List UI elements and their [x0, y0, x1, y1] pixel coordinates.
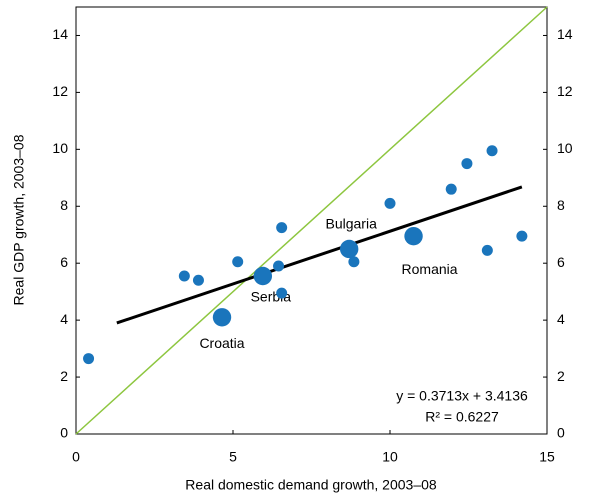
point	[481, 244, 493, 256]
y2-tick-label: 8	[557, 197, 565, 213]
y2-tick-label: 0	[557, 425, 565, 441]
point	[461, 158, 473, 170]
point	[384, 197, 396, 209]
y2-tick-label: 2	[557, 368, 565, 384]
y-tick-label: 4	[60, 311, 68, 327]
point	[348, 256, 360, 268]
point	[178, 270, 190, 282]
plot-frame	[75, 6, 548, 435]
y-tick-label: 6	[60, 254, 68, 270]
y2-tick-label: 10	[557, 140, 573, 156]
point	[404, 226, 423, 246]
point	[273, 260, 285, 272]
x-tick-label: 5	[229, 449, 237, 465]
y-tick-label: 10	[52, 140, 68, 156]
point	[276, 222, 288, 234]
y2-tick-label: 6	[557, 254, 565, 270]
point	[276, 287, 288, 299]
x-tick-label: 10	[382, 449, 398, 465]
point	[445, 183, 457, 195]
x-axis-label: Real domestic demand growth, 2003–08	[185, 477, 437, 493]
trend-equation: y = 0.3713x + 3.4136	[396, 388, 528, 404]
y-tick-label: 14	[52, 26, 68, 42]
point-label: Romania	[402, 261, 458, 277]
y2-tick-label: 12	[557, 83, 573, 99]
reference-line	[75, 6, 548, 435]
point	[486, 145, 498, 157]
trend-line	[116, 185, 523, 325]
point	[232, 256, 244, 268]
point	[253, 266, 273, 286]
point	[516, 230, 528, 242]
y-tick-label: 2	[60, 368, 68, 384]
x-tick-label: 15	[539, 449, 555, 465]
point	[339, 239, 359, 259]
x-tick-label: 0	[72, 449, 80, 465]
y-tick-label: 12	[52, 83, 68, 99]
y2-tick-label: 4	[557, 311, 565, 327]
point-label: Bulgaria	[325, 216, 377, 232]
r-squared: R² = 0.6227	[425, 409, 499, 425]
y-tick-label: 0	[60, 425, 68, 441]
point-label: Croatia	[199, 335, 244, 351]
y-tick-label: 8	[60, 197, 68, 213]
y-axis-label: Real GDP growth, 2003–08	[11, 134, 27, 305]
point	[83, 353, 95, 365]
point	[192, 274, 204, 286]
y2-tick-label: 14	[557, 26, 573, 42]
point	[212, 308, 232, 327]
